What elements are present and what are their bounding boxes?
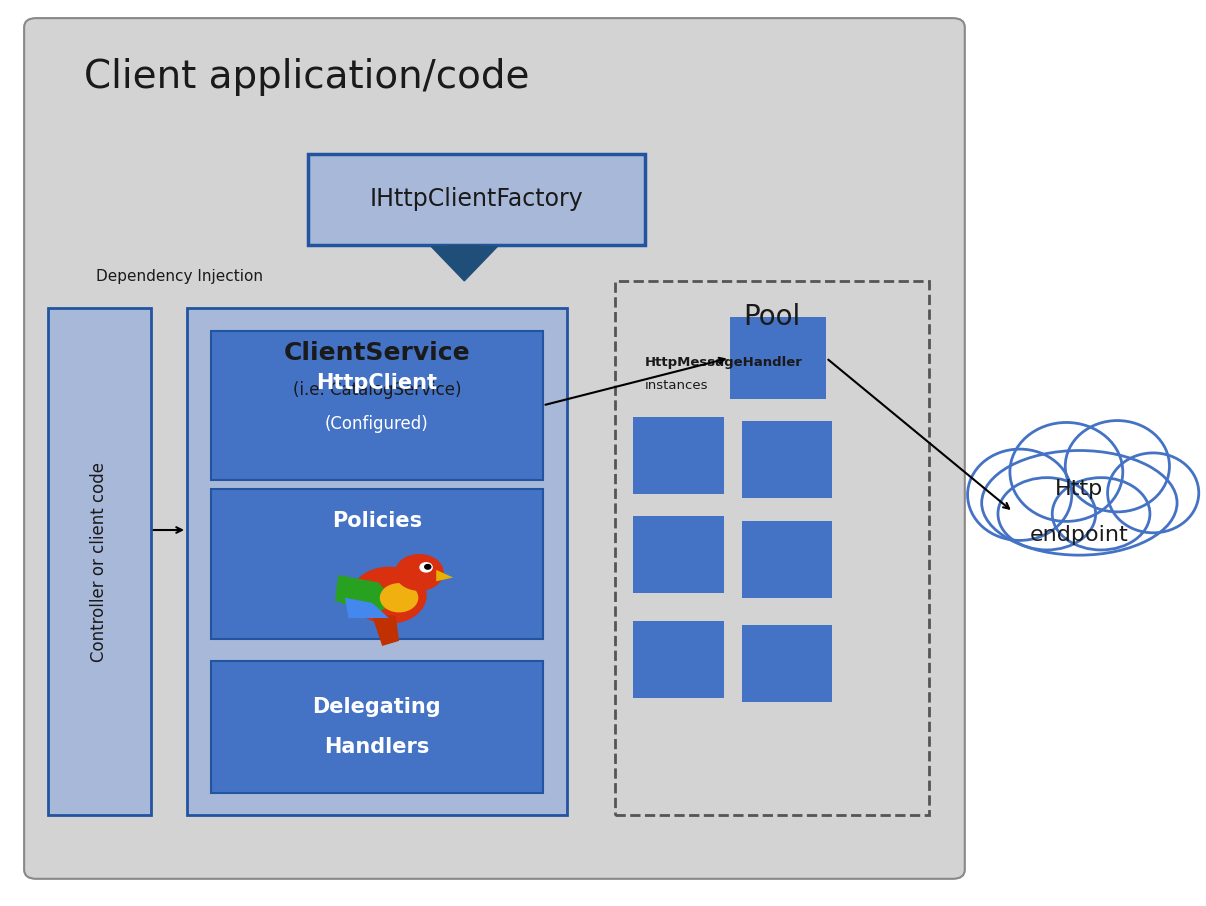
FancyBboxPatch shape bbox=[187, 308, 567, 815]
Text: instances: instances bbox=[645, 379, 709, 391]
Circle shape bbox=[352, 567, 426, 623]
Ellipse shape bbox=[1107, 453, 1199, 533]
FancyBboxPatch shape bbox=[308, 154, 645, 245]
Text: HttpClient: HttpClient bbox=[316, 372, 438, 393]
Circle shape bbox=[396, 554, 443, 590]
Ellipse shape bbox=[1065, 420, 1170, 512]
FancyBboxPatch shape bbox=[633, 417, 724, 494]
Text: Dependency Injection: Dependency Injection bbox=[96, 269, 263, 284]
FancyBboxPatch shape bbox=[742, 625, 832, 702]
Polygon shape bbox=[437, 570, 453, 582]
Ellipse shape bbox=[1052, 477, 1151, 550]
FancyBboxPatch shape bbox=[24, 18, 965, 879]
Text: Pool: Pool bbox=[743, 304, 801, 331]
FancyBboxPatch shape bbox=[742, 421, 832, 498]
Polygon shape bbox=[371, 615, 399, 646]
Text: (i.e. CatalogService): (i.e. CatalogService) bbox=[293, 381, 461, 399]
Circle shape bbox=[380, 583, 417, 612]
FancyBboxPatch shape bbox=[742, 521, 832, 598]
Ellipse shape bbox=[967, 449, 1072, 540]
FancyBboxPatch shape bbox=[211, 489, 543, 639]
Text: IHttpClientFactory: IHttpClientFactory bbox=[369, 188, 584, 211]
Text: Delegating: Delegating bbox=[312, 697, 441, 718]
Text: Http: Http bbox=[1055, 479, 1103, 499]
FancyBboxPatch shape bbox=[48, 308, 151, 815]
Ellipse shape bbox=[999, 477, 1096, 550]
FancyBboxPatch shape bbox=[447, 245, 481, 246]
Text: Client application/code: Client application/code bbox=[84, 58, 529, 96]
Ellipse shape bbox=[982, 450, 1177, 555]
Circle shape bbox=[420, 563, 432, 572]
FancyBboxPatch shape bbox=[633, 516, 724, 593]
Text: Handlers: Handlers bbox=[324, 737, 429, 757]
Text: Policies: Policies bbox=[332, 511, 422, 531]
Circle shape bbox=[425, 564, 431, 569]
Text: Controller or client code: Controller or client code bbox=[90, 462, 109, 661]
FancyBboxPatch shape bbox=[211, 331, 543, 480]
Polygon shape bbox=[432, 246, 498, 281]
FancyBboxPatch shape bbox=[633, 621, 724, 698]
Text: endpoint: endpoint bbox=[1030, 525, 1129, 545]
Text: (Configured): (Configured) bbox=[324, 415, 429, 432]
Polygon shape bbox=[335, 575, 396, 615]
FancyBboxPatch shape bbox=[730, 317, 826, 399]
FancyBboxPatch shape bbox=[211, 661, 543, 793]
Polygon shape bbox=[345, 598, 388, 618]
Ellipse shape bbox=[1009, 422, 1123, 522]
Text: ClientService: ClientService bbox=[283, 342, 470, 365]
FancyBboxPatch shape bbox=[615, 281, 929, 815]
Text: HttpMessageHandler: HttpMessageHandler bbox=[645, 356, 803, 369]
